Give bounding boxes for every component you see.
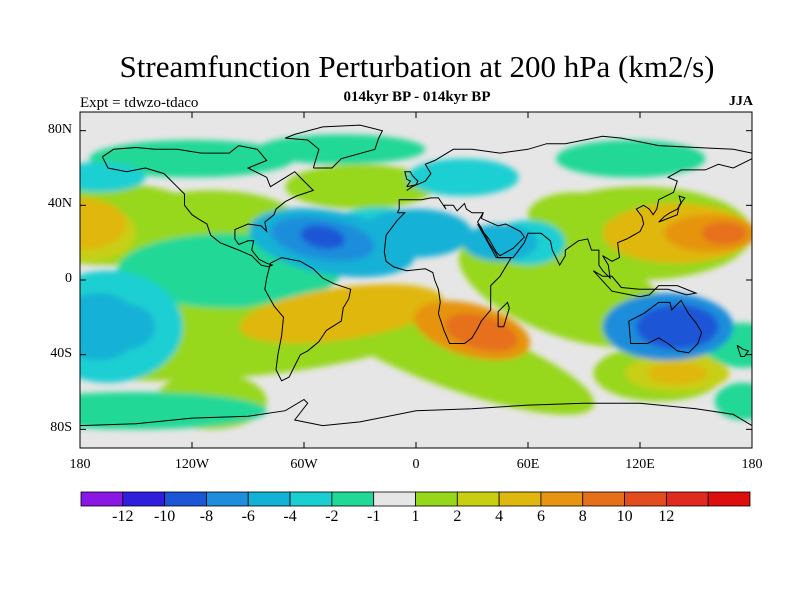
colorbar-label: 2 <box>453 508 462 525</box>
colorbar-label: -12 <box>112 508 134 525</box>
season-label: JJA <box>728 94 753 109</box>
coastline-greenland <box>285 124 384 169</box>
lon-tick-label: 120W <box>174 457 210 472</box>
field-contour-negative <box>462 224 538 262</box>
colorbar-label: 8 <box>578 508 587 525</box>
colorbar-swatch <box>331 491 375 507</box>
field-contour-negative <box>714 382 752 420</box>
colorbar-label: -1 <box>367 508 381 525</box>
colorbar-swatch <box>456 491 500 507</box>
colorbar-swatch <box>373 491 416 507</box>
colorbar-swatch <box>80 491 124 507</box>
coastline-asia-south <box>477 158 752 280</box>
lat-tick-label: 80N <box>47 121 72 137</box>
colorbar-label: 1 <box>411 508 420 525</box>
coastline-japan <box>658 195 686 223</box>
field-contour-negative <box>636 304 719 350</box>
colorbar-swatch <box>164 491 207 507</box>
colorbar-swatch <box>122 491 166 507</box>
coastline-indonesia <box>592 270 698 298</box>
lon-tick-label: 60E <box>516 457 540 472</box>
field-contour-positive <box>304 295 416 332</box>
plot-title: Streamfunction Perturbation at 200 hPa (… <box>119 49 715 84</box>
field-contour-negative <box>300 225 345 249</box>
lon-tick-label: 120E <box>625 457 655 472</box>
colorbar-swatch <box>582 491 625 507</box>
field-contour-negative <box>98 304 155 350</box>
colorbar-label: -8 <box>199 508 214 525</box>
lat-tick-label: 40S <box>50 345 72 361</box>
coastline-australia <box>628 299 703 354</box>
colorbar-swatch <box>498 491 542 507</box>
coastline-europe-asia-north <box>406 135 752 191</box>
colorbar-swatch <box>247 491 291 507</box>
lon-tick-label: 0 <box>412 457 420 472</box>
lon-tick-label: 60W <box>290 457 318 472</box>
field-contour-positive <box>285 164 435 210</box>
coastline-madagascar <box>497 301 510 328</box>
field-contour-negative <box>80 162 146 193</box>
colorbar-label: 12 <box>658 508 675 525</box>
coastline-north-america <box>101 145 315 268</box>
lat-tick-label: 0 <box>65 271 72 286</box>
coastline-antarctica <box>80 398 752 427</box>
field-contour-negative <box>406 158 519 196</box>
lat-tick-label: 80S <box>50 420 72 436</box>
colorbar-swatch <box>289 491 333 507</box>
colorbar-swatch <box>707 491 751 507</box>
colorbar-label: -4 <box>283 508 297 525</box>
field-contour-negative <box>556 140 706 178</box>
colorbar-label: 4 <box>495 508 504 525</box>
colorbar-label: -6 <box>241 508 255 525</box>
coastline-eurasia-africa <box>383 197 513 344</box>
field-contour-positive <box>80 197 127 251</box>
field-contour-negative <box>80 392 267 430</box>
colorbar-swatch <box>206 491 249 507</box>
coastline-south-america <box>264 257 352 382</box>
colorbar-swatch <box>540 491 584 507</box>
field-contour-negative <box>257 134 426 165</box>
coastline-new-zealand <box>736 344 750 357</box>
colorbar-label: 6 <box>536 508 545 525</box>
field-contour-positive <box>701 222 747 245</box>
colorbar-label: 10 <box>616 508 633 525</box>
field-contour-negative <box>360 209 472 258</box>
experiment-label: Expt = tdwzo-tdaco <box>80 95 199 111</box>
colorbar-swatch <box>624 491 667 507</box>
field-contour-positive <box>647 362 708 385</box>
colorbar-swatch <box>415 491 458 507</box>
colorbar-label: -10 <box>153 508 176 525</box>
lat-tick-label: 40N <box>47 196 72 212</box>
coastline-british-isles <box>404 171 419 188</box>
field-contour-positive <box>472 323 509 345</box>
colorbar-label: -2 <box>325 508 339 525</box>
field-contour-negative <box>89 140 295 178</box>
lon-tick-label: 180 <box>741 457 763 472</box>
plot-subtitle: 014kyr BP - 014kyr BP <box>343 89 491 105</box>
colorbar-swatch <box>665 491 709 507</box>
lon-tick-label: 180 <box>69 457 91 472</box>
